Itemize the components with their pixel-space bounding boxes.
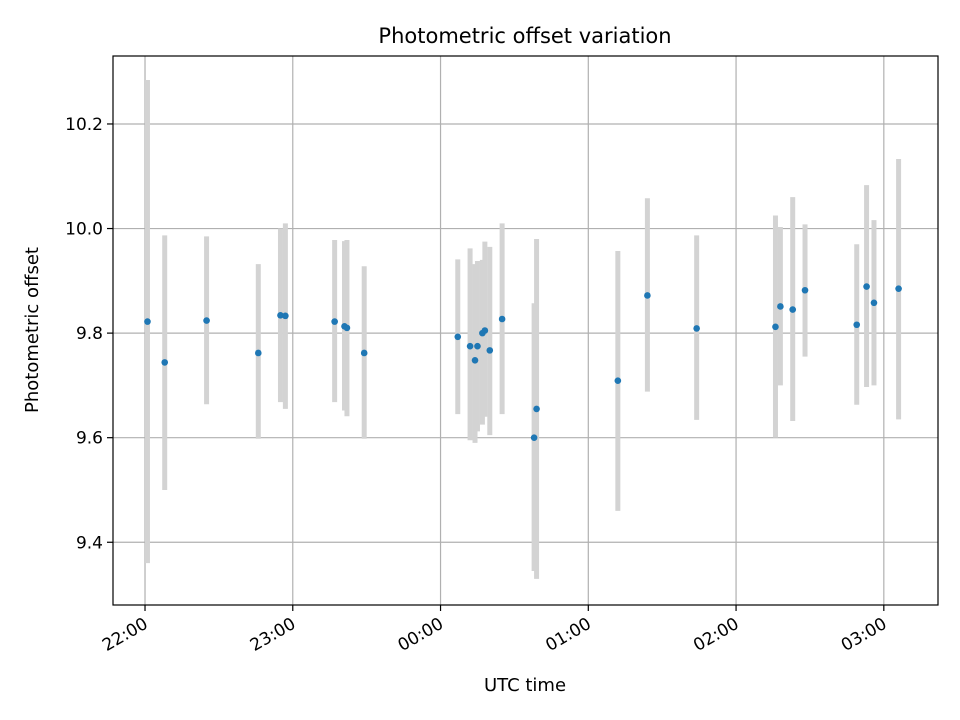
- y-tick-label: 9.8: [76, 324, 103, 344]
- data-point: [474, 342, 481, 350]
- data-point: [614, 377, 622, 384]
- data-point: [644, 292, 651, 299]
- data-point: [203, 317, 210, 324]
- data-point: [282, 312, 289, 320]
- data-point: [277, 312, 284, 319]
- y-axis-ticks: 9.4 9.6 9.8 10.0 10.2: [65, 115, 113, 553]
- data-point: [801, 286, 809, 294]
- data-point: [331, 318, 338, 325]
- data-point: [498, 315, 506, 323]
- chart-title: Photometric offset variation: [378, 24, 671, 48]
- data-point: [161, 359, 169, 366]
- y-tick-label: 9.6: [76, 429, 103, 449]
- data-points: [144, 283, 902, 441]
- y-tick-label: 10.0: [65, 220, 103, 240]
- data-point: [530, 434, 538, 441]
- data-point: [454, 333, 462, 341]
- data-point: [144, 318, 151, 325]
- data-point: [533, 405, 540, 413]
- data-point: [466, 342, 474, 350]
- data-point: [343, 324, 351, 332]
- x-axis-label: UTC time: [484, 675, 566, 696]
- data-point: [895, 285, 902, 292]
- data-point: [481, 327, 489, 334]
- data-point: [870, 299, 878, 307]
- data-point: [853, 321, 861, 329]
- data-point: [789, 306, 797, 313]
- data-point: [360, 349, 368, 357]
- data-point: [254, 349, 262, 357]
- y-tick-label: 9.4: [76, 533, 103, 553]
- plot-frame: [112, 55, 939, 606]
- data-point: [693, 325, 700, 332]
- grid: [113, 56, 938, 605]
- data-point: [863, 283, 870, 290]
- data-point: [777, 303, 784, 310]
- data-point: [772, 323, 779, 331]
- data-point: [486, 347, 494, 354]
- data-point: [471, 357, 479, 364]
- y-axis-label: Photometric offset: [22, 247, 43, 413]
- y-tick-label: 10.2: [65, 115, 103, 135]
